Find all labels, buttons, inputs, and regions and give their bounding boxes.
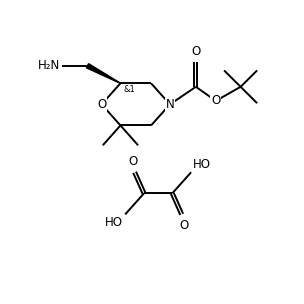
Text: N: N xyxy=(166,98,174,111)
Text: O: O xyxy=(191,45,200,58)
Text: O: O xyxy=(211,94,220,107)
Text: O: O xyxy=(179,219,188,232)
Text: O: O xyxy=(97,98,106,111)
Text: &1: &1 xyxy=(123,85,135,94)
Text: H₂N: H₂N xyxy=(37,59,60,72)
Text: HO: HO xyxy=(193,158,211,171)
Polygon shape xyxy=(86,64,120,83)
Text: HO: HO xyxy=(105,216,123,229)
Text: O: O xyxy=(128,155,137,168)
